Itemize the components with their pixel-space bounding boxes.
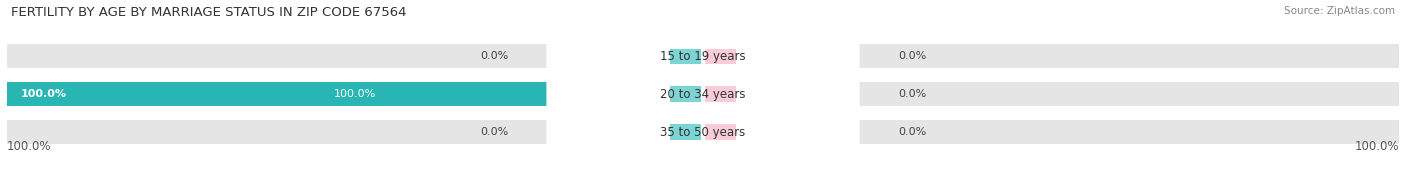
Bar <box>669 86 702 102</box>
Text: 0.0%: 0.0% <box>479 51 508 61</box>
Text: 0.0%: 0.0% <box>898 51 927 61</box>
Text: 0.0%: 0.0% <box>479 127 508 137</box>
FancyBboxPatch shape <box>547 27 859 86</box>
Text: 100.0%: 100.0% <box>1354 140 1399 153</box>
Bar <box>7 44 1399 68</box>
Text: 20 to 34 years: 20 to 34 years <box>661 88 745 101</box>
Text: 100.0%: 100.0% <box>333 89 377 99</box>
Text: Source: ZipAtlas.com: Source: ZipAtlas.com <box>1284 6 1395 16</box>
Bar <box>7 82 703 106</box>
Bar <box>7 120 1399 144</box>
FancyBboxPatch shape <box>547 103 859 162</box>
Text: 100.0%: 100.0% <box>0 89 4 99</box>
Text: 100.0%: 100.0% <box>7 140 52 153</box>
Text: 100.0%: 100.0% <box>21 89 67 99</box>
Bar <box>669 48 702 64</box>
Text: 0.0%: 0.0% <box>898 127 927 137</box>
Bar <box>669 124 702 140</box>
Text: FERTILITY BY AGE BY MARRIAGE STATUS IN ZIP CODE 67564: FERTILITY BY AGE BY MARRIAGE STATUS IN Z… <box>11 6 406 19</box>
FancyBboxPatch shape <box>547 64 859 124</box>
Bar <box>7 82 1399 106</box>
Bar <box>704 86 737 102</box>
Bar <box>704 48 737 64</box>
Bar <box>704 124 737 140</box>
Text: 0.0%: 0.0% <box>898 89 927 99</box>
Text: 35 to 50 years: 35 to 50 years <box>661 125 745 139</box>
Text: 15 to 19 years: 15 to 19 years <box>661 50 745 63</box>
